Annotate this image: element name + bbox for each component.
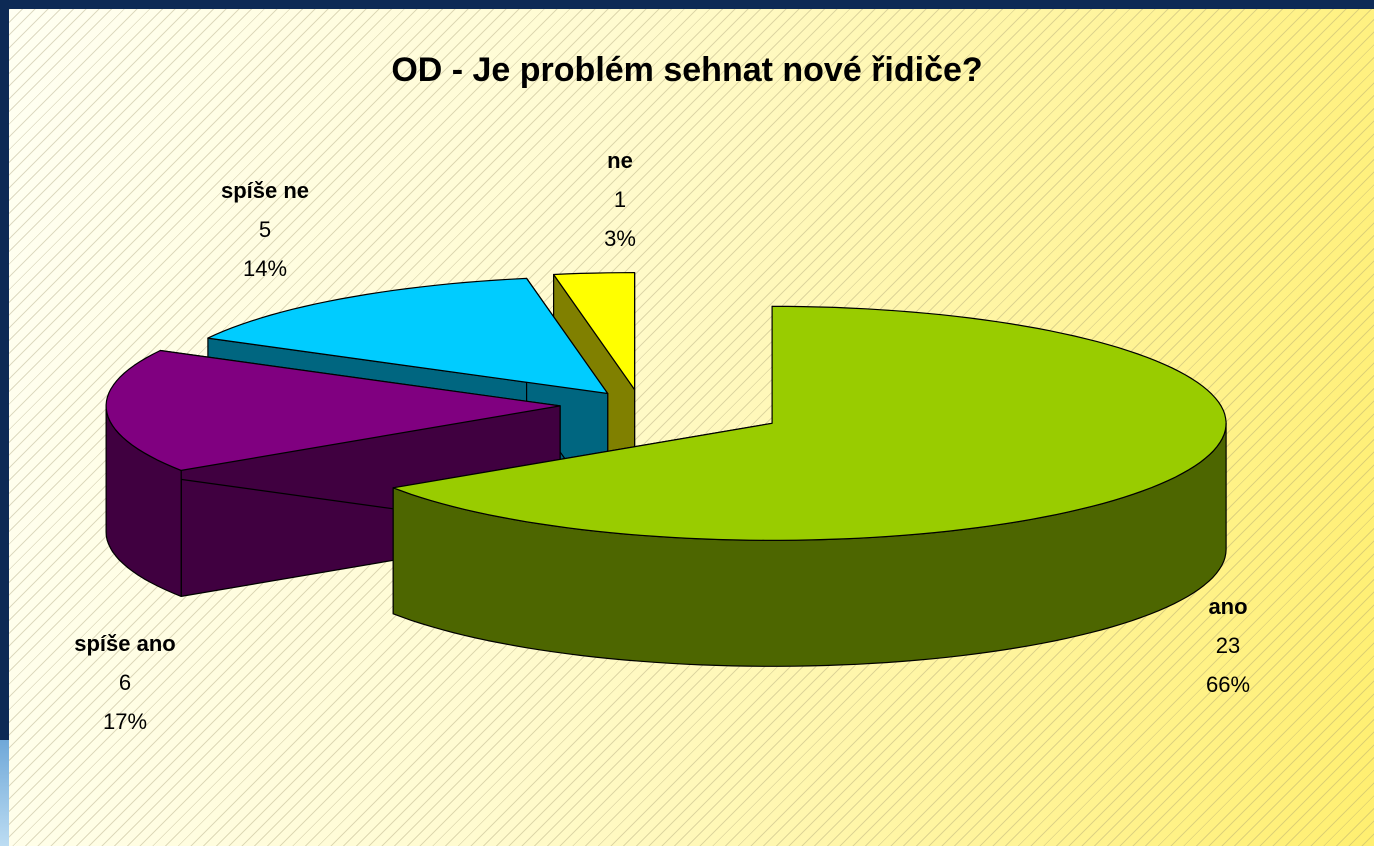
- label-name: spíše ne: [221, 178, 309, 203]
- label-share: 17%: [103, 709, 147, 734]
- slice: [392, 305, 1227, 541]
- slice: [105, 349, 561, 471]
- chart-title: OD - Je problém sehnat nové řidiče?: [391, 51, 982, 89]
- slice: [553, 272, 636, 391]
- label-name: spíše ano: [74, 631, 175, 656]
- frame-edge: [0, 740, 9, 846]
- slice: [207, 277, 609, 395]
- label-value: 6: [119, 670, 131, 695]
- label-value: 5: [259, 217, 271, 242]
- label-name: ano: [1208, 594, 1247, 619]
- label-value: 1: [614, 187, 626, 212]
- label-name: ne: [607, 148, 633, 173]
- label-share: 14%: [243, 256, 287, 281]
- label-share: 3%: [604, 226, 636, 251]
- label-share: 66%: [1206, 672, 1250, 697]
- label-value: 23: [1216, 633, 1240, 658]
